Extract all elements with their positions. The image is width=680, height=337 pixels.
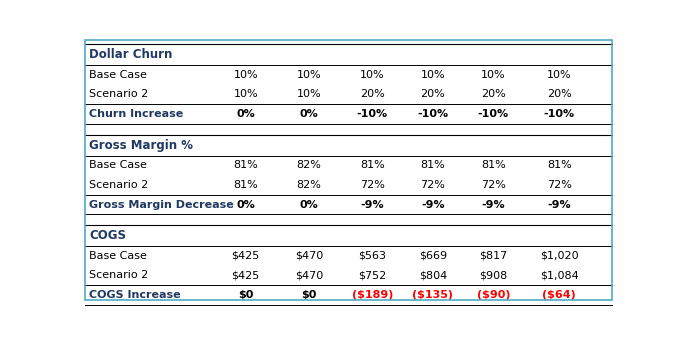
Text: 81%: 81% [360,160,385,170]
Text: $752: $752 [358,270,386,280]
Text: -10%: -10% [418,109,448,119]
Text: ($135): ($135) [412,290,454,300]
Text: Scenario 2: Scenario 2 [89,270,148,280]
Text: 81%: 81% [547,160,572,170]
Text: Scenario 2: Scenario 2 [89,90,148,99]
Text: -10%: -10% [356,109,388,119]
Text: $470: $470 [295,251,323,261]
Text: Churn Increase: Churn Increase [89,109,184,119]
Text: -9%: -9% [547,200,571,210]
Text: 10%: 10% [296,90,321,99]
Text: $425: $425 [232,251,260,261]
Text: 72%: 72% [420,180,445,190]
Text: 20%: 20% [360,90,385,99]
Text: 72%: 72% [481,180,506,190]
Text: 82%: 82% [296,160,322,170]
Text: COGS: COGS [89,229,126,242]
Text: 10%: 10% [360,70,384,80]
Text: 81%: 81% [481,160,506,170]
Text: Base Case: Base Case [89,70,147,80]
Text: 10%: 10% [233,90,258,99]
Text: $669: $669 [419,251,447,261]
Text: -10%: -10% [478,109,509,119]
Text: $1,084: $1,084 [540,270,579,280]
Text: $425: $425 [232,270,260,280]
Text: ($90): ($90) [477,290,510,300]
Text: 82%: 82% [296,180,322,190]
Text: 10%: 10% [547,70,572,80]
Text: -9%: -9% [360,200,384,210]
Text: 10%: 10% [233,70,258,80]
Text: 0%: 0% [300,109,318,119]
Text: 10%: 10% [296,70,321,80]
Text: 10%: 10% [481,70,506,80]
Text: 81%: 81% [233,160,258,170]
Text: Base Case: Base Case [89,251,147,261]
Text: COGS Increase: COGS Increase [89,290,181,300]
Text: $1,020: $1,020 [540,251,579,261]
Text: Gross Margin %: Gross Margin % [89,139,193,152]
Text: 20%: 20% [420,90,445,99]
Text: ($189): ($189) [352,290,393,300]
Text: -9%: -9% [481,200,505,210]
Text: $0: $0 [301,290,317,300]
Text: $470: $470 [295,270,323,280]
Text: $817: $817 [479,251,507,261]
Text: Scenario 2: Scenario 2 [89,180,148,190]
Text: Base Case: Base Case [89,160,147,170]
Text: $0: $0 [238,290,254,300]
Text: 0%: 0% [237,109,255,119]
Text: 20%: 20% [547,90,572,99]
Text: $563: $563 [358,251,386,261]
Text: -9%: -9% [421,200,445,210]
Text: 81%: 81% [420,160,445,170]
Text: Dollar Churn: Dollar Churn [89,48,173,61]
Text: ($64): ($64) [543,290,576,300]
Text: -10%: -10% [544,109,575,119]
Text: Gross Margin Decrease: Gross Margin Decrease [89,200,234,210]
Text: 72%: 72% [360,180,385,190]
Text: 20%: 20% [481,90,506,99]
Text: 81%: 81% [233,180,258,190]
Text: 10%: 10% [420,70,445,80]
Text: 0%: 0% [300,200,318,210]
Text: $804: $804 [419,270,447,280]
Text: 72%: 72% [547,180,572,190]
Text: $908: $908 [479,270,507,280]
Text: 0%: 0% [237,200,255,210]
